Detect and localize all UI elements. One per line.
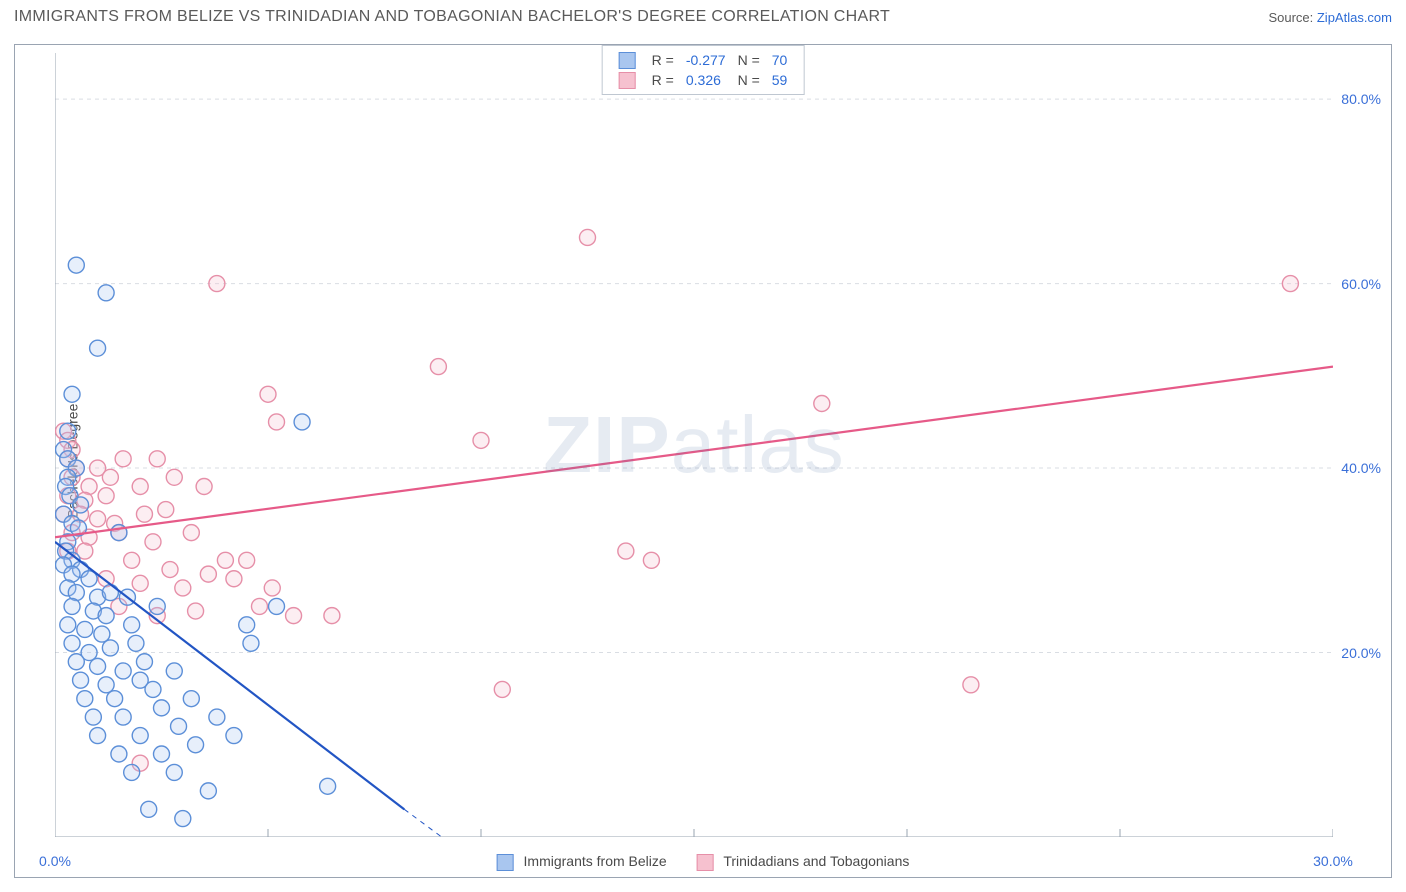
chart-title: IMMIGRANTS FROM BELIZE VS TRINIDADIAN AN… bbox=[14, 8, 890, 25]
n-label: N = bbox=[732, 70, 766, 90]
swatch-belize-icon bbox=[619, 52, 636, 69]
legend-row-belize: R = -0.277 N = 70 bbox=[613, 50, 794, 70]
chart-container: R = -0.277 N = 70 R = 0.326 N = 59 Bache… bbox=[14, 44, 1392, 878]
scatter-svg bbox=[55, 53, 1333, 837]
legend-row-trinidad: R = 0.326 N = 59 bbox=[613, 70, 794, 90]
plot-area: ZIPatlas bbox=[55, 53, 1333, 837]
legend-item-trinidad: Trinidadians and Tobagonians bbox=[697, 853, 910, 871]
n-value-belize: 70 bbox=[766, 50, 794, 70]
source-prefix: Source: bbox=[1268, 10, 1316, 25]
swatch-belize-icon bbox=[497, 854, 514, 871]
x-tick-label: 30.0% bbox=[1313, 853, 1353, 869]
r-value-belize: -0.277 bbox=[680, 50, 732, 70]
y-tick-label: 20.0% bbox=[1341, 645, 1381, 661]
source-label: Source: ZipAtlas.com bbox=[1268, 10, 1392, 25]
legend-label: Trinidadians and Tobagonians bbox=[723, 853, 909, 869]
r-value-trinidad: 0.326 bbox=[680, 70, 732, 90]
swatch-trinidad-icon bbox=[619, 72, 636, 89]
n-label: N = bbox=[732, 50, 766, 70]
source-link[interactable]: ZipAtlas.com bbox=[1317, 10, 1392, 25]
swatch-trinidad-icon bbox=[697, 854, 714, 871]
legend-label: Immigrants from Belize bbox=[524, 853, 667, 869]
legend-series-box: Immigrants from Belize Trinidadians and … bbox=[497, 853, 910, 871]
y-tick-label: 80.0% bbox=[1341, 91, 1381, 107]
legend-item-belize: Immigrants from Belize bbox=[497, 853, 667, 871]
r-label: R = bbox=[646, 50, 680, 70]
x-tick-label: 0.0% bbox=[39, 853, 71, 869]
legend-correlation-box: R = -0.277 N = 70 R = 0.326 N = 59 bbox=[602, 45, 805, 95]
y-tick-label: 60.0% bbox=[1341, 276, 1381, 292]
y-tick-label: 40.0% bbox=[1341, 460, 1381, 476]
r-label: R = bbox=[646, 70, 680, 90]
n-value-trinidad: 59 bbox=[766, 70, 794, 90]
